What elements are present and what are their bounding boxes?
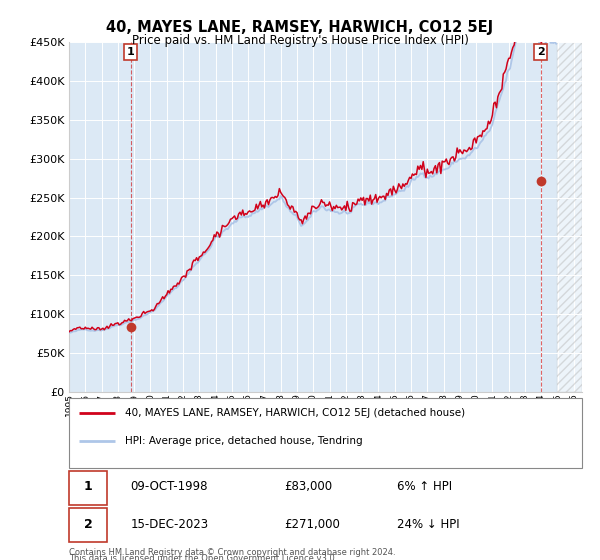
Text: This data is licensed under the Open Government Licence v3.0.: This data is licensed under the Open Gov… [69,554,337,560]
Text: 15-DEC-2023: 15-DEC-2023 [131,518,209,531]
Text: 2: 2 [83,518,92,531]
Text: HPI: Average price, detached house, Tendring: HPI: Average price, detached house, Tend… [125,436,363,446]
Text: Contains HM Land Registry data © Crown copyright and database right 2024.: Contains HM Land Registry data © Crown c… [69,548,395,557]
Bar [557,42,582,392]
Text: Price paid vs. HM Land Registry's House Price Index (HPI): Price paid vs. HM Land Registry's House … [131,34,469,46]
Text: 1: 1 [83,480,92,493]
Text: 24% ↓ HPI: 24% ↓ HPI [397,518,460,531]
Text: 6% ↑ HPI: 6% ↑ HPI [397,480,452,493]
Text: 2: 2 [537,47,545,57]
Text: 1: 1 [127,47,134,57]
FancyBboxPatch shape [69,398,582,468]
Text: £83,000: £83,000 [284,480,332,493]
FancyBboxPatch shape [69,470,107,505]
Text: 09-OCT-1998: 09-OCT-1998 [131,480,208,493]
FancyBboxPatch shape [69,508,107,543]
Text: £271,000: £271,000 [284,518,340,531]
Text: 40, MAYES LANE, RAMSEY, HARWICH, CO12 5EJ (detached house): 40, MAYES LANE, RAMSEY, HARWICH, CO12 5E… [125,408,466,418]
Text: 40, MAYES LANE, RAMSEY, HARWICH, CO12 5EJ: 40, MAYES LANE, RAMSEY, HARWICH, CO12 5E… [106,20,494,35]
